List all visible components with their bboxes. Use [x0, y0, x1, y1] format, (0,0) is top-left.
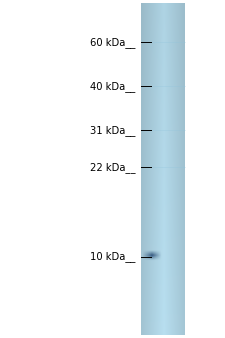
- Text: 10 kDa__: 10 kDa__: [90, 251, 135, 262]
- Text: 31 kDa__: 31 kDa__: [90, 125, 135, 136]
- Text: 22 kDa__: 22 kDa__: [90, 162, 135, 173]
- Text: 40 kDa__: 40 kDa__: [90, 81, 135, 92]
- Text: 60 kDa__: 60 kDa__: [90, 37, 135, 48]
